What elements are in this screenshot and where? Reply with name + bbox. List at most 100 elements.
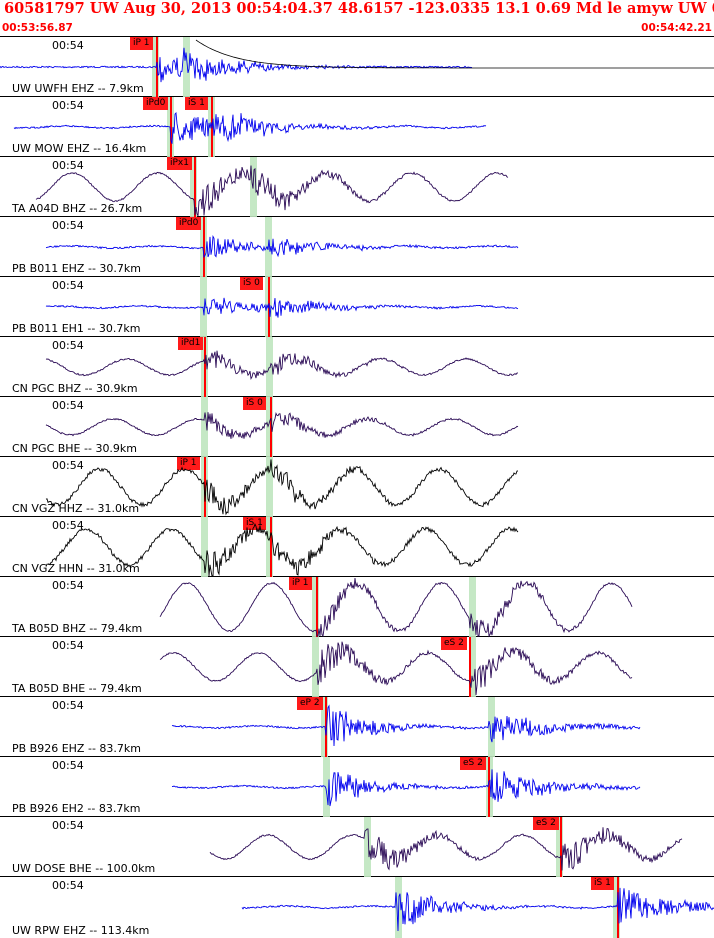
station-label: UW UWFH EHZ -- 7.9km [12, 82, 144, 95]
green-marker [488, 697, 495, 757]
green-marker [323, 757, 330, 817]
panel-time: 00:54 [52, 219, 84, 232]
pick-line [270, 517, 272, 577]
trace-stack[interactable]: iP 1 00:54 UW UWFH EHZ -- 7.9km iPd0 iS … [0, 37, 714, 938]
pick-flag[interactable]: iP 1 [177, 457, 200, 470]
pick-flag[interactable]: iS 0 [243, 397, 266, 410]
pick-line [617, 877, 619, 938]
green-marker [190, 157, 197, 217]
waveform-trace [45, 459, 519, 516]
pick-line [204, 457, 206, 517]
station-label: PB B011 EHZ -- 30.7km [12, 262, 141, 275]
trace-panel[interactable]: iS 1 00:54 CN VGZ HHN -- 31.0km [0, 517, 714, 577]
trace-panel[interactable]: iS 0 00:54 CN PGC BHE -- 30.9km [0, 397, 714, 457]
green-marker [266, 457, 273, 517]
panel-time: 00:54 [52, 639, 84, 652]
green-marker [201, 397, 208, 457]
station-label: CN PGC BHE -- 30.9km [12, 442, 138, 455]
pick-line [170, 97, 172, 157]
waveform-trace [45, 235, 519, 259]
station-label: TA B05D BHE -- 79.4km [12, 682, 142, 695]
green-marker [266, 397, 273, 457]
trace-panel[interactable]: eS 2 00:54 PB B926 EH2 -- 83.7km [0, 757, 714, 817]
trace-panel[interactable]: iPd0 iS 1 00:54 UW MOW EHZ -- 16.4km [0, 97, 714, 157]
green-marker [364, 817, 371, 877]
waveform-trace [45, 412, 519, 439]
green-marker [201, 517, 208, 577]
pick-line [488, 757, 490, 817]
waveform-trace [159, 577, 633, 638]
header: 60581797 UW Aug 30, 2013 00:54:04.37 48.… [0, 0, 714, 36]
waveform-trace [45, 350, 519, 381]
station-label: UW MOW EHZ -- 16.4km [12, 142, 147, 155]
pick-line [194, 157, 196, 217]
waveform-trace [45, 297, 519, 318]
waveform-trace [171, 704, 641, 747]
panel-time: 00:54 [52, 459, 84, 472]
panel-time: 00:54 [52, 819, 84, 832]
pick-flag[interactable]: iS 1 [591, 877, 614, 890]
trace-panel[interactable]: iPd1 00:54 CN PGC BHZ -- 30.9km [0, 337, 714, 397]
trace-panel[interactable]: iP 1 00:54 TA B05D BHZ -- 79.4km [0, 577, 714, 637]
green-marker [312, 637, 319, 697]
pick-flag[interactable]: iPd0 [176, 217, 202, 230]
station-label: TA A04D BHZ -- 26.7km [12, 202, 143, 215]
green-marker [266, 337, 273, 397]
trace-panel[interactable]: eS 2 00:54 UW DOSE BHE -- 100.0km [0, 817, 714, 877]
green-marker [312, 577, 319, 637]
pick-line [316, 577, 318, 637]
header-divider [0, 36, 714, 37]
green-marker [183, 37, 190, 97]
pick-flag[interactable]: iS 0 [240, 277, 263, 290]
coda-decay-curve [195, 39, 714, 69]
green-marker [556, 817, 563, 877]
panel-time: 00:54 [52, 39, 84, 52]
panel-time: 00:54 [52, 579, 84, 592]
green-marker [469, 637, 476, 697]
pick-flag[interactable]: eS 2 [460, 757, 486, 770]
pick-flag[interactable]: iP 1 [130, 37, 153, 50]
panel-time: 00:54 [52, 699, 84, 712]
station-label: PB B926 EH2 -- 83.7km [12, 802, 141, 815]
panel-time: 00:54 [52, 279, 84, 292]
station-label: CN VGZ HHN -- 31.0km [12, 562, 140, 575]
green-marker [200, 277, 207, 337]
panel-time: 00:54 [52, 159, 84, 172]
waveform-trace [0, 47, 473, 83]
time-end: 00:54:42.21 [641, 22, 712, 34]
pick-flag[interactable]: eS 2 [441, 637, 467, 650]
waveform-trace [13, 111, 487, 144]
panel-time: 00:54 [52, 399, 84, 412]
pick-flag[interactable]: iPd0 [143, 97, 169, 110]
pick-flag[interactable]: eS 2 [533, 817, 559, 830]
pick-line [325, 697, 327, 757]
station-label: CN VGZ HHZ -- 31.0km [12, 502, 140, 515]
pick-flag[interactable]: iPd1 [178, 337, 204, 350]
station-label: UW DOSE BHE -- 100.0km [12, 862, 156, 875]
waveform-trace [209, 827, 683, 871]
station-label: UW RPW EHZ -- 113.4km [12, 924, 150, 937]
station-label: PB B011 EH1 -- 30.7km [12, 322, 141, 335]
pick-line [204, 337, 206, 397]
pick-flag-s[interactable]: iS 1 [185, 97, 208, 110]
waveform-trace [35, 165, 509, 217]
waveform-trace [159, 641, 633, 696]
green-marker [613, 877, 620, 938]
pick-line [469, 637, 471, 697]
green-marker [266, 517, 273, 577]
waveform-trace [241, 887, 714, 932]
pick-flag[interactable]: eP 2 [297, 697, 323, 710]
station-label: PB B926 EHZ -- 83.7km [12, 742, 141, 755]
pick-flag[interactable]: iP 1 [289, 577, 312, 590]
panel-time: 00:54 [52, 99, 84, 112]
station-label: TA B05D BHZ -- 79.4km [12, 622, 143, 635]
waveform-trace [45, 523, 519, 577]
green-marker [469, 577, 476, 637]
trace-panel[interactable]: eS 2 00:54 TA B05D BHE -- 79.4km [0, 637, 714, 697]
panel-time: 00:54 [52, 519, 84, 532]
panel-time: 00:54 [52, 759, 84, 772]
station-label: CN PGC BHZ -- 30.9km [12, 382, 138, 395]
pick-line [270, 397, 272, 457]
pick-flag[interactable]: iPx1 [167, 157, 192, 170]
